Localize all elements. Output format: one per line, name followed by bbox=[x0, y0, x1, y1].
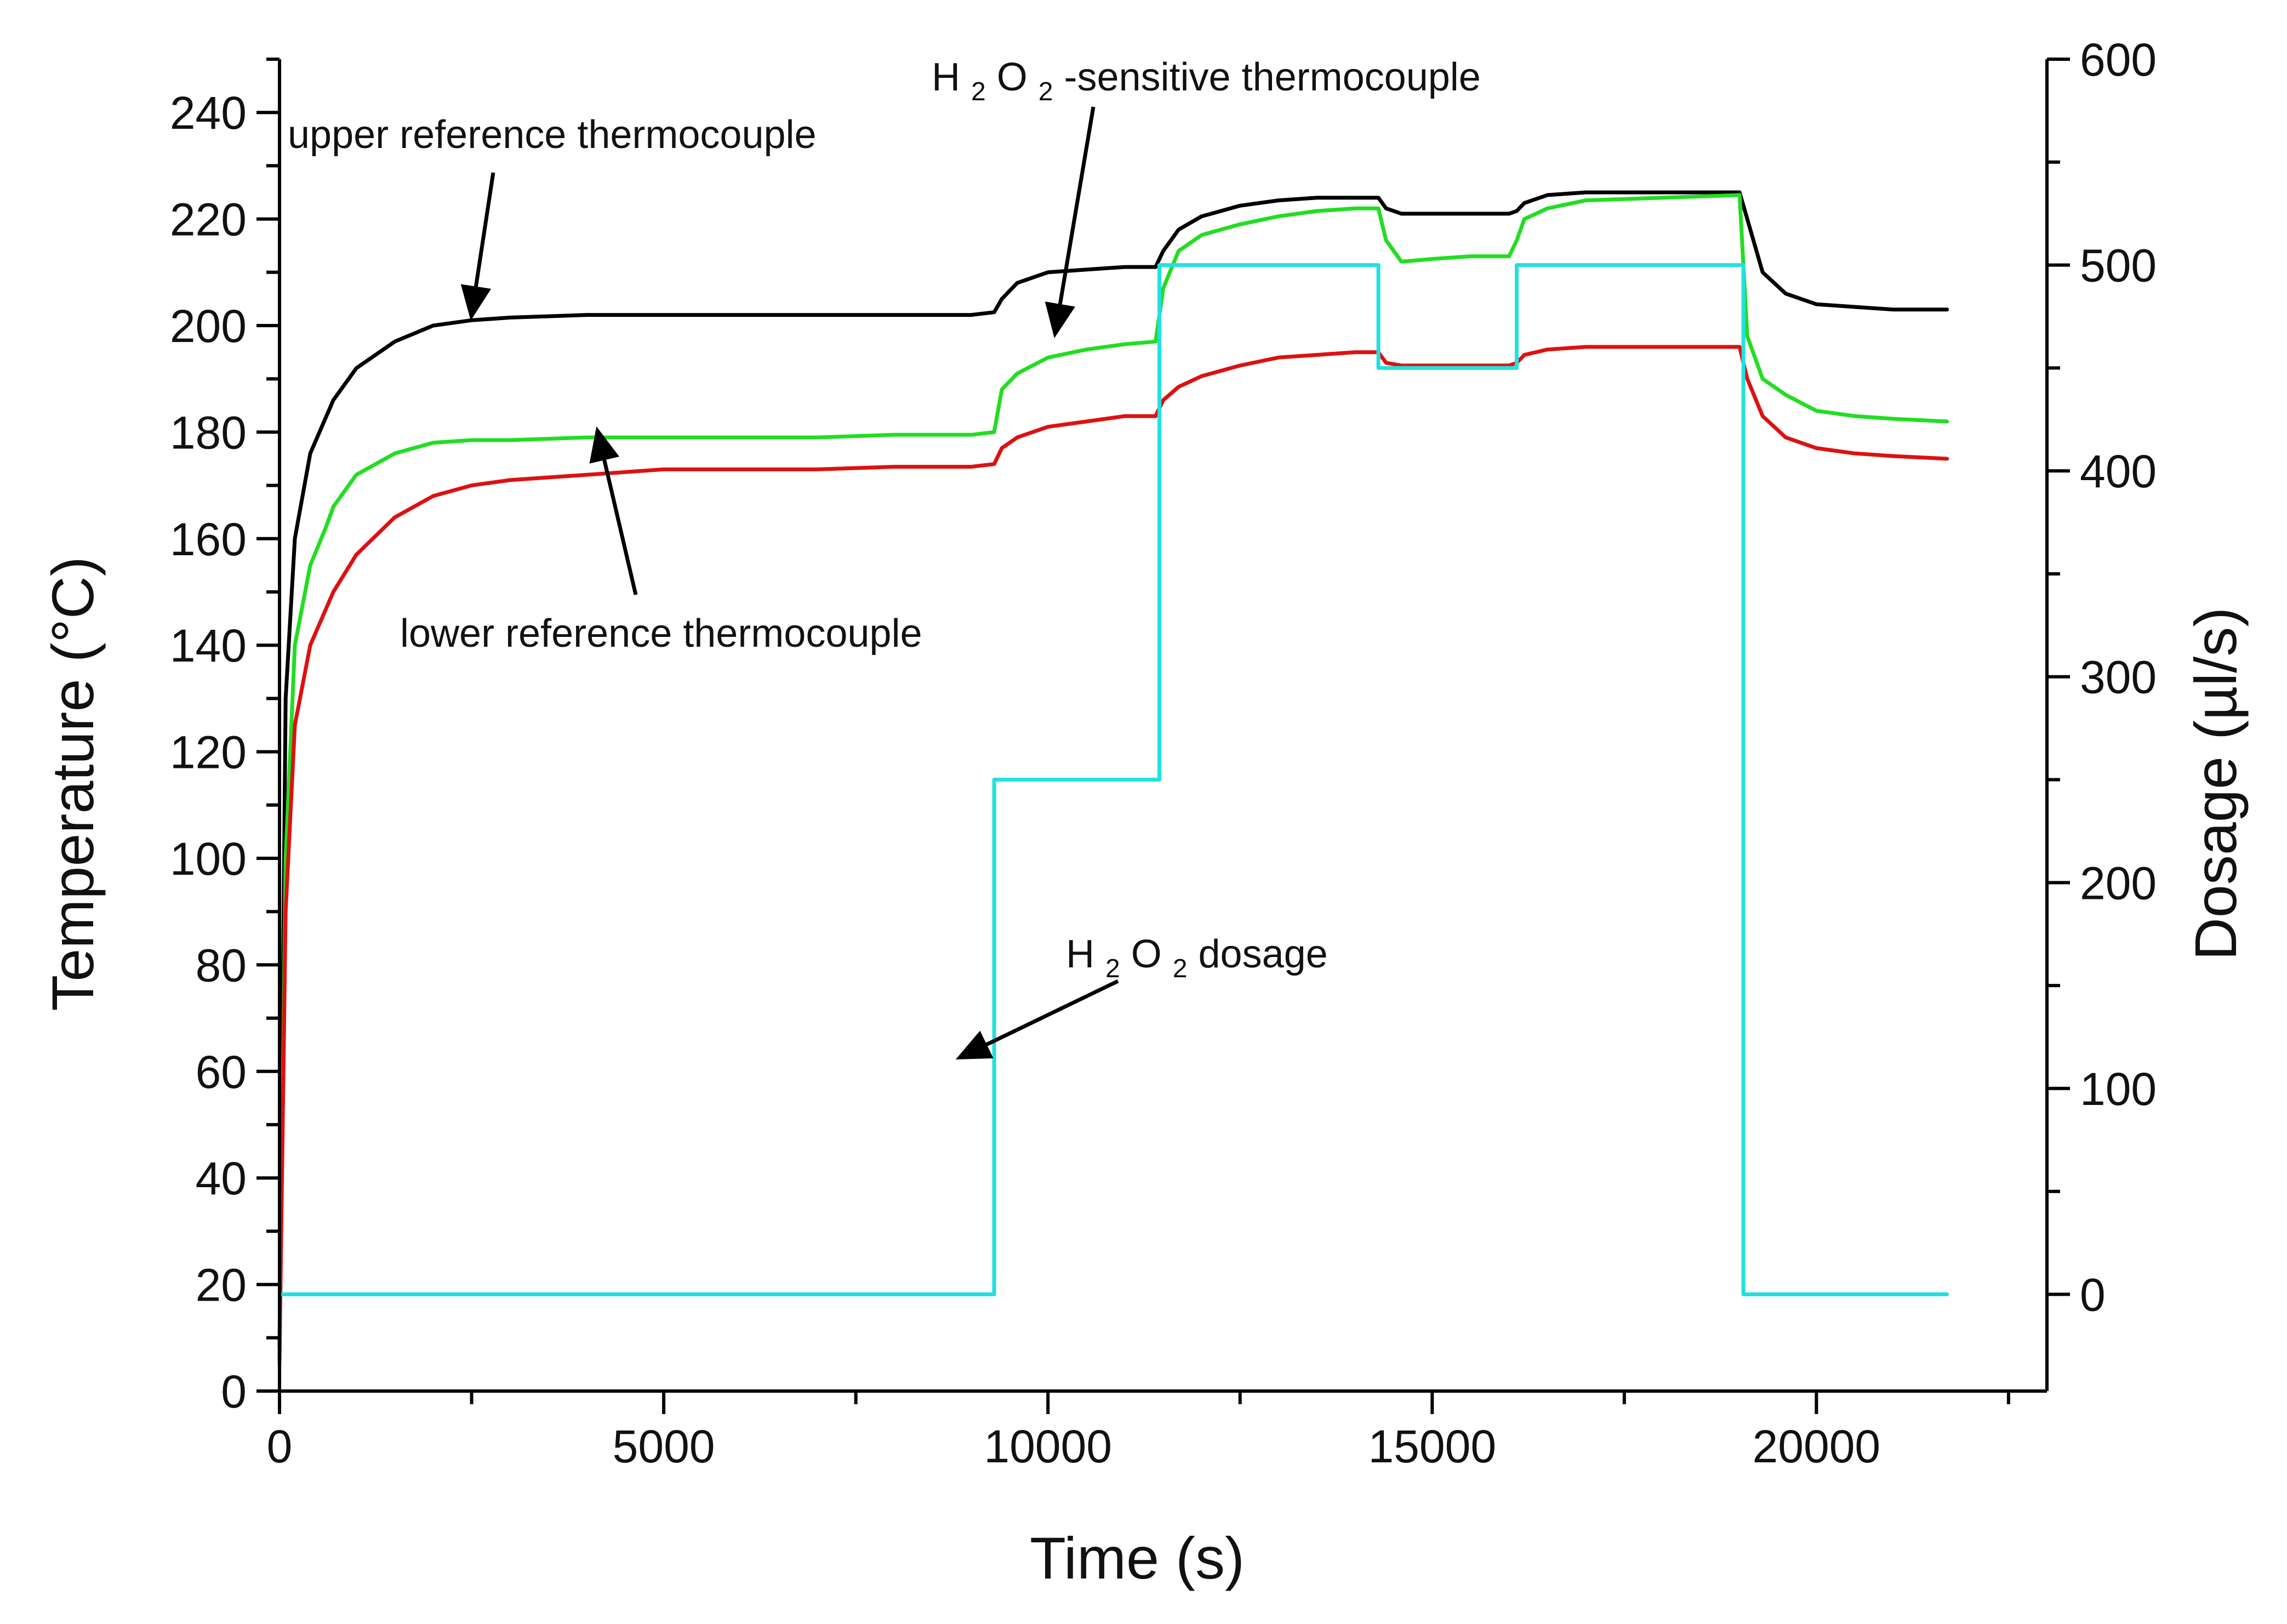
y2-tick-label: 100 bbox=[2080, 1063, 2157, 1115]
y2-axis-title: Dosage (µl/s) bbox=[2182, 607, 2249, 960]
y-tick-label: 80 bbox=[196, 939, 247, 991]
arrow-h2o2-dosage bbox=[955, 979, 1119, 1060]
y-tick-label: 100 bbox=[170, 833, 247, 885]
x-tick-label: 5000 bbox=[613, 1421, 715, 1472]
y-tick-label: 200 bbox=[170, 300, 247, 352]
x-tick-label: 10000 bbox=[984, 1421, 1112, 1472]
arrow-upper-reference bbox=[460, 172, 495, 321]
y-tick-label: 240 bbox=[170, 87, 247, 139]
annotation-h2o2-dosage-o: O bbox=[1131, 932, 1162, 976]
y-tick-label: 140 bbox=[170, 620, 247, 671]
arrow-lower-reference bbox=[589, 426, 638, 595]
annotation-h2o2-sensitive-h: H bbox=[932, 55, 960, 99]
y-tick-label: 40 bbox=[196, 1153, 247, 1204]
y2-tick-label: 600 bbox=[2080, 34, 2157, 86]
axes bbox=[278, 59, 2049, 1393]
annotation-h2o2-dosage-h: H bbox=[1066, 932, 1094, 976]
y-tick-label: 220 bbox=[170, 194, 247, 246]
annotation-h2o2-sensitive-sub1: 2 bbox=[971, 77, 986, 106]
annotation-h2o2-sensitive-o: O bbox=[997, 55, 1028, 99]
series-line-lower-reference-thermocouple bbox=[277, 345, 1949, 1361]
annotation-upper-reference: upper reference thermocouple bbox=[288, 113, 817, 157]
y-tick-label: 160 bbox=[170, 514, 247, 565]
y2-tick-label: 300 bbox=[2080, 652, 2157, 703]
y-tick-label: 180 bbox=[170, 407, 247, 458]
y2-tick-label: 500 bbox=[2080, 240, 2157, 292]
annotation-h2o2-dosage-sub2: 2 bbox=[1173, 954, 1188, 983]
series-line-upper-reference-thermocouple bbox=[277, 190, 1949, 1351]
x-tick-label: 0 bbox=[267, 1421, 293, 1472]
y-tick-label: 60 bbox=[196, 1046, 247, 1098]
y-tick-label: 0 bbox=[221, 1366, 247, 1417]
y-axis-title: Temperature (°C) bbox=[39, 556, 106, 1011]
annotation-h2o2-dosage-tail: dosage bbox=[1198, 932, 1327, 976]
annotation-h2o2-sensitive: H 2 O 2 -sensitive thermocouple bbox=[932, 55, 1481, 109]
y-tick-label: 120 bbox=[170, 727, 247, 778]
annotation-h2o2-dosage-sub1: 2 bbox=[1105, 954, 1120, 983]
series-line-h2o2-dosage bbox=[277, 263, 1949, 1296]
series-line-h2o2-sensitive-thermocouple bbox=[277, 193, 1949, 1366]
x-axis-title: Time (s) bbox=[1030, 1525, 1245, 1591]
x-tick-label: 15000 bbox=[1368, 1421, 1496, 1472]
annotation-h2o2-sensitive-sub2: 2 bbox=[1039, 77, 1053, 106]
y-tick-label: 20 bbox=[196, 1260, 247, 1311]
plot-series bbox=[277, 190, 1949, 1366]
y2-tick-label: 200 bbox=[2080, 857, 2157, 909]
arrow-h2o2-sensitive bbox=[1045, 106, 1096, 338]
x-tick-label: 20000 bbox=[1753, 1421, 1881, 1472]
annotation-lower-reference: lower reference thermocouple bbox=[400, 612, 922, 656]
y2-tick-label: 400 bbox=[2080, 446, 2157, 497]
ticks: 0 5000 10000 15000 2000002040608010012014016… bbox=[170, 34, 2157, 1472]
annotation-h2o2-dosage: H 2 O 2 dosage bbox=[1066, 932, 1328, 986]
annotation-h2o2-sensitive-tail: -sensitive thermocouple bbox=[1064, 55, 1480, 99]
y2-tick-label: 0 bbox=[2080, 1269, 2106, 1320]
